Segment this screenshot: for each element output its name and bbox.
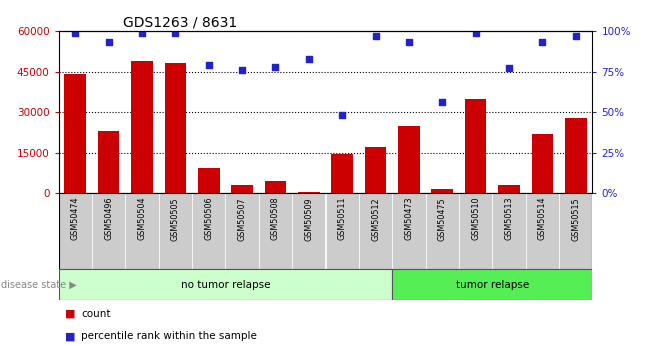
Bar: [392, 269, 592, 300]
Point: [570, 33, 581, 39]
Text: percentile rank within the sample: percentile rank within the sample: [81, 332, 257, 341]
Bar: [392, 193, 426, 269]
Bar: [498, 185, 520, 193]
Text: tumor relapse: tumor relapse: [456, 280, 529, 289]
Bar: [432, 189, 453, 193]
Text: GSM50506: GSM50506: [204, 197, 214, 240]
Text: GSM50511: GSM50511: [338, 197, 347, 240]
Bar: [459, 193, 492, 269]
Text: GSM50505: GSM50505: [171, 197, 180, 240]
Text: GSM50507: GSM50507: [238, 197, 247, 240]
Text: GSM50512: GSM50512: [371, 197, 380, 240]
Bar: [292, 193, 326, 269]
Bar: [559, 193, 592, 269]
Point: [370, 33, 381, 39]
Bar: [426, 193, 459, 269]
Bar: [165, 63, 186, 193]
Bar: [465, 99, 486, 193]
Bar: [64, 74, 86, 193]
Point: [471, 30, 481, 36]
Bar: [159, 193, 192, 269]
Bar: [198, 168, 219, 193]
Bar: [531, 134, 553, 193]
Bar: [359, 193, 392, 269]
Bar: [92, 193, 125, 269]
Point: [404, 40, 414, 45]
Point: [137, 30, 147, 36]
Bar: [231, 185, 253, 193]
Bar: [131, 61, 153, 193]
Point: [504, 66, 514, 71]
Point: [70, 30, 81, 36]
Bar: [59, 269, 392, 300]
Point: [437, 100, 447, 105]
Bar: [98, 131, 120, 193]
Point: [170, 30, 180, 36]
Text: GSM50508: GSM50508: [271, 197, 280, 240]
Bar: [225, 193, 258, 269]
Point: [303, 56, 314, 61]
Bar: [365, 147, 387, 193]
Text: GSM50515: GSM50515: [571, 197, 580, 240]
Bar: [125, 193, 159, 269]
Text: GSM50513: GSM50513: [505, 197, 514, 240]
Point: [204, 62, 214, 68]
Bar: [492, 193, 525, 269]
Text: no tumor relapse: no tumor relapse: [181, 280, 270, 289]
Text: GSM50474: GSM50474: [71, 197, 80, 240]
Text: GDS1263 / 8631: GDS1263 / 8631: [122, 16, 237, 30]
Text: GSM50510: GSM50510: [471, 197, 480, 240]
Point: [270, 64, 281, 69]
Text: GSM50509: GSM50509: [304, 197, 313, 240]
Bar: [326, 193, 359, 269]
Text: GSM50514: GSM50514: [538, 197, 547, 240]
Bar: [565, 118, 587, 193]
Point: [104, 40, 114, 45]
Text: GSM50475: GSM50475: [437, 197, 447, 240]
Point: [337, 112, 348, 118]
Bar: [298, 192, 320, 193]
Text: GSM50496: GSM50496: [104, 197, 113, 240]
Bar: [258, 193, 292, 269]
Bar: [59, 193, 92, 269]
Text: disease state ▶: disease state ▶: [1, 280, 76, 289]
Bar: [264, 181, 286, 193]
Bar: [398, 126, 420, 193]
Bar: [192, 193, 225, 269]
Bar: [331, 154, 353, 193]
Point: [537, 40, 547, 45]
Text: count: count: [81, 309, 111, 319]
Text: GSM50504: GSM50504: [137, 197, 146, 240]
Point: [237, 67, 247, 73]
Text: GSM50473: GSM50473: [404, 197, 413, 240]
Text: ■: ■: [65, 309, 76, 319]
Bar: [525, 193, 559, 269]
Text: ■: ■: [65, 332, 76, 341]
